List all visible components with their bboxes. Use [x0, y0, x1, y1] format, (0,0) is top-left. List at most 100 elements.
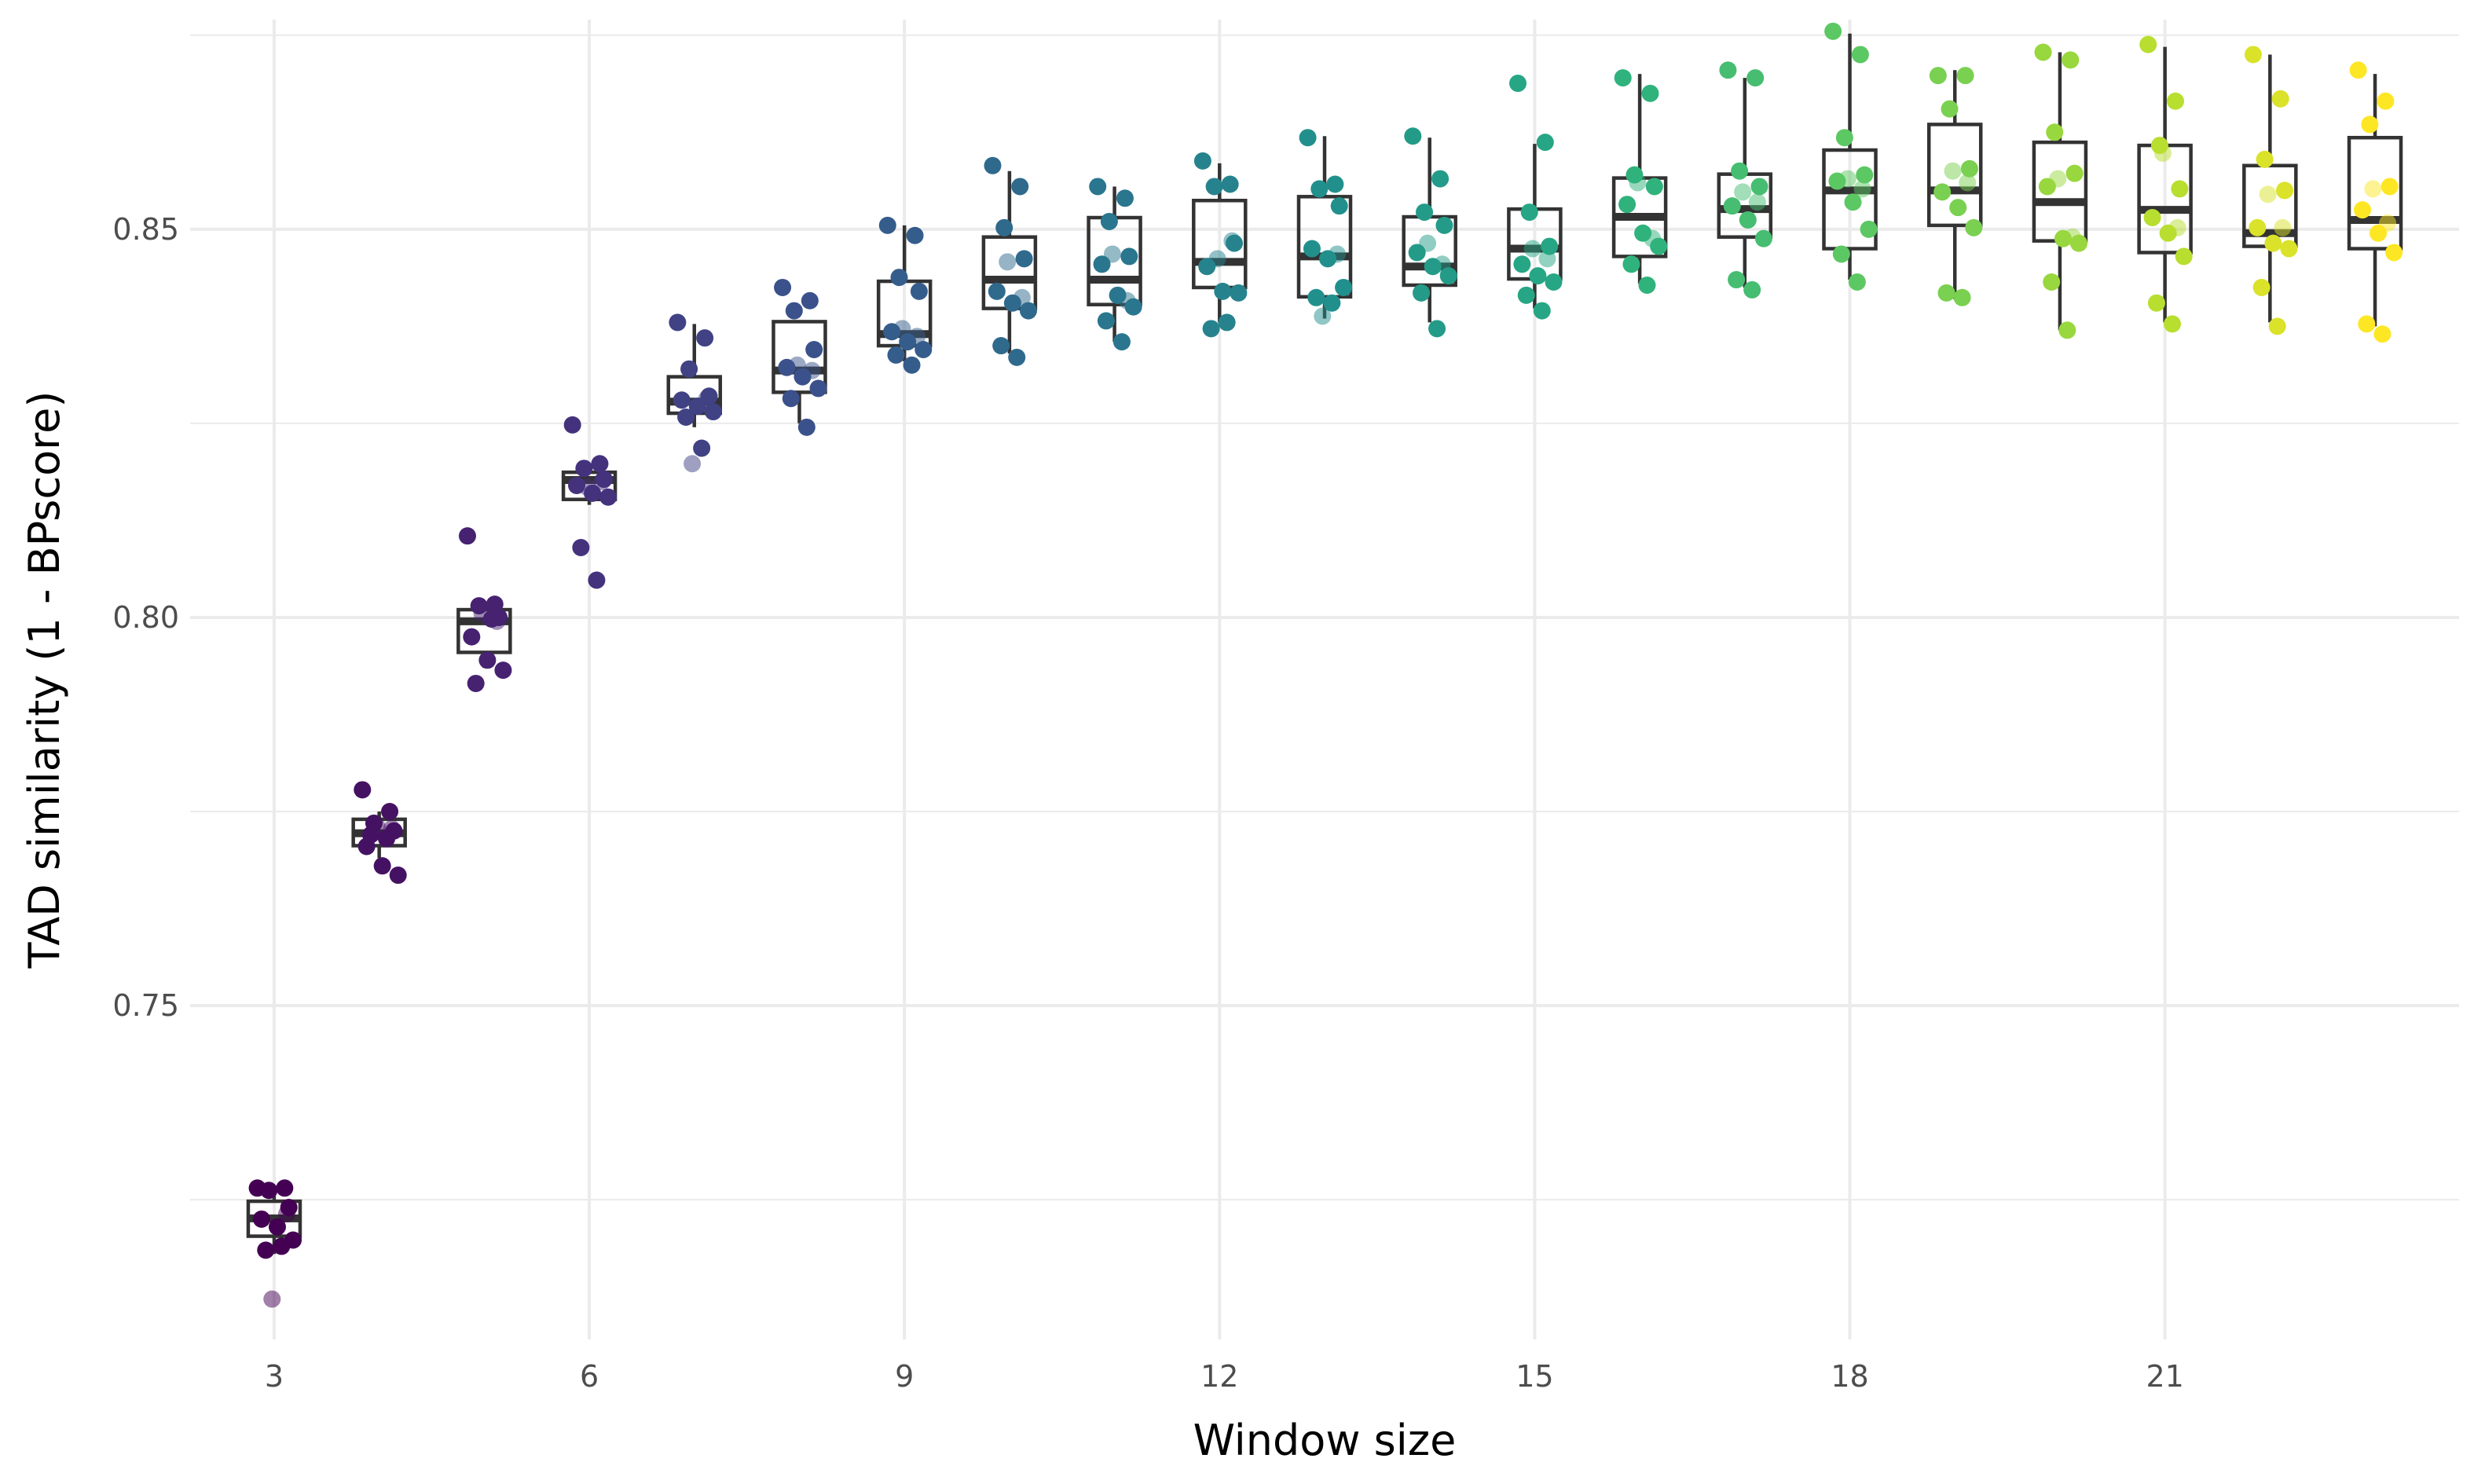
data-point: [1335, 278, 1353, 296]
data-point: [803, 361, 821, 379]
data-point: [1299, 129, 1317, 147]
x-tick-label: 21: [2146, 1359, 2183, 1394]
data-point: [893, 320, 911, 338]
data-point: [1933, 183, 1952, 201]
data-point: [389, 867, 407, 885]
data-point: [2377, 92, 2395, 110]
data-point: [908, 328, 926, 346]
data-point: [488, 612, 506, 630]
data-point: [1015, 250, 1033, 268]
data-point: [1835, 129, 1853, 147]
data-point: [1965, 218, 1983, 236]
data-point: [1116, 189, 1134, 207]
data-point: [914, 341, 933, 358]
data-point: [2256, 150, 2274, 168]
data-point: [1310, 180, 1329, 198]
data-point: [1953, 288, 1971, 306]
x-tick-label: 18: [1831, 1359, 1868, 1394]
x-tick-label: 15: [1516, 1359, 1553, 1394]
data-point: [373, 857, 391, 875]
data-point: [1523, 240, 1541, 258]
data-point: [680, 360, 698, 378]
data-point: [1517, 286, 1535, 304]
data-point: [463, 628, 481, 646]
data-point: [1307, 288, 1325, 306]
data-point: [1949, 199, 1967, 217]
data-point: [1019, 302, 1037, 320]
data-point: [999, 253, 1017, 271]
data-point: [1118, 291, 1136, 310]
y-tick-label: 0.75: [112, 988, 179, 1023]
data-point: [1089, 178, 1107, 196]
data-point: [1832, 245, 1850, 263]
data-point: [1536, 134, 1554, 152]
data-point: [2244, 46, 2262, 64]
data-point: [903, 356, 921, 374]
data-point: [1545, 273, 1563, 291]
data-point: [278, 1204, 296, 1222]
data-point: [1419, 234, 1437, 252]
data-point: [1629, 174, 1647, 192]
data-point: [1956, 67, 1974, 85]
data-point: [805, 341, 823, 358]
points: [248, 22, 2403, 1308]
data-point: [1323, 294, 1341, 312]
data-point: [563, 416, 581, 434]
data-point: [1013, 288, 1031, 306]
data-point: [588, 571, 606, 589]
data-point: [276, 1179, 294, 1197]
data-point: [669, 313, 687, 332]
data-point: [2364, 180, 2382, 198]
data-point: [1404, 127, 1422, 145]
x-tick-label: 3: [265, 1359, 284, 1394]
data-point: [2143, 209, 2161, 226]
data-point: [878, 216, 896, 234]
data-point: [1614, 69, 1632, 87]
grid: [190, 20, 2459, 1339]
box-iqr: [772, 320, 827, 394]
data-point: [2353, 201, 2371, 219]
data-point: [1435, 216, 1453, 234]
data-point: [1303, 240, 1321, 258]
data-point: [1941, 100, 1959, 118]
data-point: [2167, 92, 2184, 110]
data-point: [2271, 90, 2289, 108]
data-point: [2268, 317, 2286, 335]
tick-labels: 3 6 9 12 15 18 21 0.75 0.80 0.85: [112, 212, 2183, 1394]
y-tick-label: 0.85: [112, 212, 179, 247]
data-point: [995, 218, 1013, 236]
y-axis-title: TAD similarity (1 - BPscore): [20, 391, 69, 969]
data-point: [1416, 203, 1434, 222]
data-point: [1103, 245, 1121, 263]
data-point: [1937, 284, 1955, 302]
y-tick-label: 0.80: [112, 600, 179, 635]
box-iqr: [1822, 148, 1878, 251]
data-point: [1413, 284, 1431, 302]
data-point: [782, 390, 800, 408]
data-point: [2034, 43, 2052, 61]
data-point: [1538, 250, 1556, 268]
data-point: [992, 337, 1010, 355]
data-point: [268, 1218, 286, 1236]
data-point: [578, 478, 596, 496]
data-point: [1120, 247, 1138, 266]
data-point: [1329, 245, 1347, 263]
data-point: [1838, 170, 1856, 188]
data-point: [467, 674, 485, 692]
data-point: [575, 460, 593, 478]
x-tick-label: 12: [1200, 1359, 1238, 1394]
data-point: [1824, 22, 1842, 40]
data-point: [486, 595, 504, 614]
data-point: [1929, 67, 1947, 85]
data-point: [698, 390, 716, 408]
data-point: [1622, 255, 1640, 273]
data-point: [1097, 312, 1115, 330]
data-point: [2043, 273, 2061, 291]
data-point: [887, 346, 905, 364]
box-iqr: [2347, 135, 2403, 251]
data-point: [1960, 159, 1978, 178]
x-tick-label: 9: [895, 1359, 914, 1394]
data-point: [1750, 178, 1768, 196]
data-point: [591, 455, 609, 473]
